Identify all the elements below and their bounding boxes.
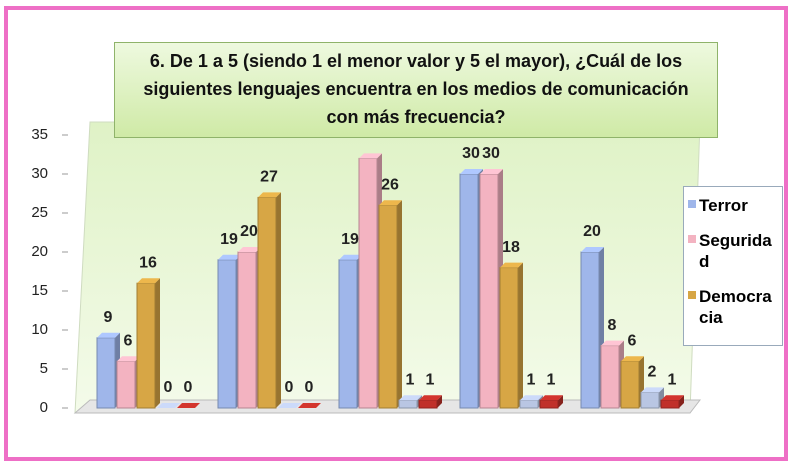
bar	[378, 204, 398, 409]
bar-top	[419, 395, 442, 401]
bar-top	[601, 340, 624, 346]
bar-top	[339, 254, 362, 260]
data-label: 8	[608, 317, 617, 334]
data-label: 1	[406, 371, 415, 388]
bar-top	[218, 254, 241, 260]
y-tick-label: 0	[40, 399, 48, 416]
bar-top	[661, 395, 684, 401]
y-tick-label: 30	[31, 165, 48, 182]
bar-side	[397, 200, 402, 408]
data-label: 16	[139, 254, 157, 271]
data-label: 0	[285, 379, 294, 396]
data-label: 1	[426, 371, 435, 388]
bar-top	[621, 356, 644, 362]
data-label: 30	[482, 145, 500, 162]
bar-top	[540, 395, 563, 401]
bar-side	[558, 395, 563, 408]
data-label: 1	[527, 371, 536, 388]
data-label: 1	[668, 371, 677, 388]
data-label: 6	[628, 332, 637, 349]
bar-top	[298, 403, 321, 408]
bar	[136, 282, 156, 409]
data-label: 0	[164, 379, 173, 396]
bar	[257, 196, 277, 409]
data-label: 20	[240, 223, 258, 240]
legend-item: Seguridad	[688, 230, 778, 272]
y-tick-label: 20	[31, 243, 48, 260]
legend-swatch	[688, 291, 696, 299]
y-tick-label: 25	[31, 204, 48, 221]
bar	[580, 251, 600, 409]
bar-side	[437, 395, 442, 408]
chart-title: 6. De 1 a 5 (siendo 1 el menor valor y 5…	[114, 42, 718, 138]
bar-top	[480, 169, 503, 174]
bar-top	[177, 403, 200, 408]
bar-top	[399, 395, 422, 401]
bar-top	[379, 200, 402, 206]
bar-top	[117, 356, 140, 362]
legend-label: Seguridad	[699, 231, 772, 271]
bar-top	[641, 387, 664, 393]
legend-item: Terror	[688, 195, 778, 216]
bar-top	[460, 169, 483, 174]
bar	[116, 360, 136, 409]
y-tick-label: 15	[31, 282, 48, 299]
data-label: 30	[462, 145, 480, 162]
bar	[620, 360, 640, 409]
bar-top	[258, 192, 281, 198]
bar-top	[581, 247, 604, 252]
bar	[418, 399, 438, 409]
y-tick-label: 5	[40, 360, 48, 377]
bar	[358, 157, 378, 409]
data-label: 19	[220, 231, 238, 248]
legend-item: Democracia	[688, 286, 778, 328]
bar-top	[238, 247, 261, 252]
data-label: 0	[305, 379, 314, 396]
bar-side	[518, 262, 523, 408]
bar	[539, 399, 559, 409]
data-label: 20	[583, 223, 601, 240]
bar	[600, 345, 620, 409]
data-label: 19	[341, 231, 359, 248]
bar-top	[520, 395, 543, 401]
bar	[640, 391, 660, 409]
bar	[519, 399, 539, 409]
y-tick-label: 10	[31, 321, 48, 338]
data-label: 18	[502, 239, 520, 256]
bar-top	[137, 278, 160, 284]
bar-side	[679, 395, 684, 408]
bar-top	[97, 332, 120, 338]
data-label: 9	[104, 309, 113, 326]
y-tick-label: 35	[31, 126, 48, 143]
bar	[479, 173, 499, 409]
bar	[237, 251, 257, 409]
bar-top	[359, 153, 382, 159]
data-label: 27	[260, 169, 278, 186]
legend-label: Democracia	[699, 287, 772, 327]
bar-top	[278, 403, 301, 408]
legend-swatch	[688, 200, 696, 208]
bar	[96, 337, 116, 409]
bar-side	[155, 278, 160, 408]
frame	[4, 6, 788, 461]
bar	[499, 267, 519, 409]
legend-label: Terror	[699, 196, 748, 215]
bar-side	[276, 192, 281, 408]
bar	[398, 399, 418, 409]
data-label: 6	[124, 332, 133, 349]
data-label: 0	[184, 379, 193, 396]
data-label: 26	[381, 176, 399, 193]
legend-swatch	[688, 235, 696, 243]
bar	[459, 173, 479, 409]
bar-top	[157, 403, 180, 408]
data-label: 1	[547, 371, 556, 388]
data-label: 2	[648, 364, 657, 381]
legend: Terror Seguridad Democracia	[683, 186, 783, 346]
bar	[660, 399, 680, 409]
bar-top	[500, 262, 523, 268]
bar	[338, 259, 358, 409]
bar	[217, 259, 237, 409]
